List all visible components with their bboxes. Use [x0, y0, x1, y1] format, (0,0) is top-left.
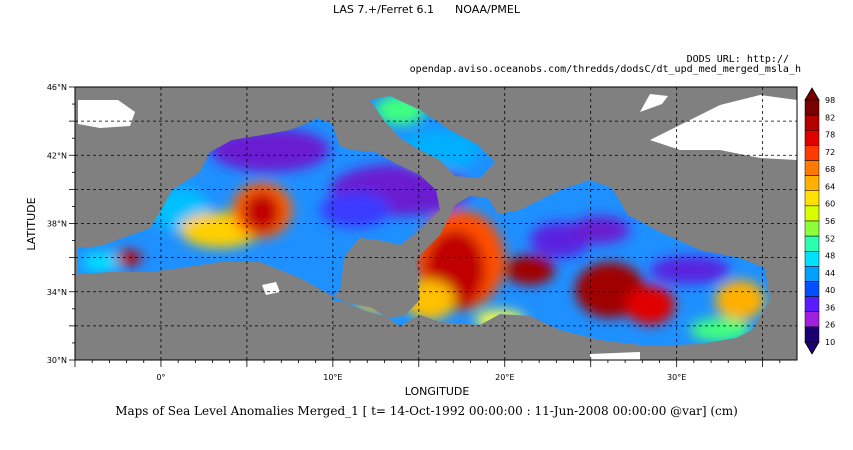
colorbar-swatch: [805, 161, 819, 176]
x-tick-label: 20°E: [495, 373, 514, 382]
colorbar-label: 72: [825, 148, 835, 157]
y-axis-label: LATITUDE: [25, 197, 38, 250]
x-tick-label: 10°E: [323, 373, 342, 382]
y-tick-label: 30°N: [47, 356, 67, 365]
colorbar-swatch: [805, 266, 819, 281]
colorbar-swatch: [805, 282, 819, 297]
colorbar-label: 60: [825, 200, 835, 209]
y-tick-label: 42°N: [47, 151, 67, 160]
colorbar-label: 26: [825, 321, 835, 330]
colorbar-swatch: [805, 327, 819, 342]
y-tick-label: 46°N: [47, 83, 67, 92]
map-caption: Maps of Sea Level Anomalies Merged_1 [ t…: [0, 404, 853, 418]
colorbar-swatch: [805, 297, 819, 312]
colorbar-label: 56: [825, 217, 835, 226]
colorbar-label: 36: [825, 303, 835, 312]
colorbar-label: 10: [825, 338, 835, 347]
colorbar-swatch: [805, 251, 819, 266]
colorbar-label: 52: [825, 234, 835, 243]
colorbar-max-arrow: [805, 88, 819, 100]
colorbar-label: 40: [825, 286, 835, 295]
colorbar-swatch: [805, 115, 819, 130]
colorbar-swatch: [805, 100, 819, 115]
y-tick-label: 34°N: [47, 288, 67, 297]
colorbar-swatch: [805, 206, 819, 221]
colorbar-label: 98: [825, 96, 835, 105]
x-axis-label: LONGITUDE: [405, 385, 470, 398]
colorbar-swatch: [805, 130, 819, 145]
colorbar-swatch: [805, 176, 819, 191]
colorbar-label: 64: [825, 182, 835, 191]
colorbar-label: 68: [825, 165, 835, 174]
colorbar-swatch: [805, 221, 819, 236]
x-tick-label: 0°: [156, 373, 165, 382]
colorbar-label: 82: [825, 113, 835, 122]
colorbar-min-arrow: [805, 342, 819, 354]
colorbar-label: 48: [825, 252, 835, 261]
x-tick-label: 30°E: [667, 373, 686, 382]
colorbar-swatch: [805, 312, 819, 327]
colorbar-label: 78: [825, 131, 835, 140]
colorbar-swatch: [805, 191, 819, 206]
colorbar-swatch: [805, 236, 819, 251]
colorbar-swatch: [805, 145, 819, 160]
colorbar: 98 82 78 72 68 64 60 56 52 48 44 40 36 26 10: [805, 88, 835, 354]
colorbar-label: 44: [825, 269, 835, 278]
y-tick-label: 38°N: [47, 220, 67, 229]
